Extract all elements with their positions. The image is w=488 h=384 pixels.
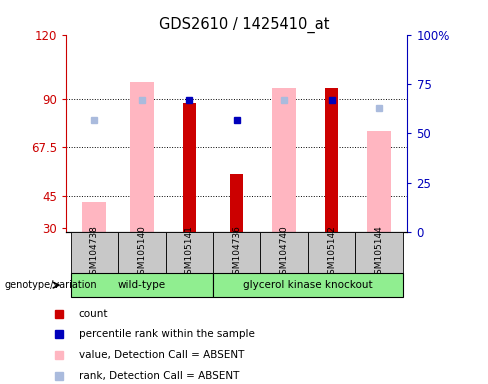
Bar <box>183 103 196 232</box>
Bar <box>82 202 106 232</box>
Bar <box>130 82 154 232</box>
Bar <box>71 232 118 273</box>
Bar <box>325 88 338 232</box>
Bar <box>308 232 355 273</box>
Bar <box>118 232 165 273</box>
Text: GSM105140: GSM105140 <box>137 225 146 280</box>
Bar <box>165 232 213 273</box>
Text: GSM104740: GSM104740 <box>280 225 288 280</box>
Text: GDS2610 / 1425410_at: GDS2610 / 1425410_at <box>159 17 329 33</box>
Text: value, Detection Call = ABSENT: value, Detection Call = ABSENT <box>79 350 244 360</box>
Text: glycerol kinase knockout: glycerol kinase knockout <box>243 280 373 290</box>
Bar <box>367 131 391 232</box>
Text: percentile rank within the sample: percentile rank within the sample <box>79 329 255 339</box>
Text: wild-type: wild-type <box>118 280 166 290</box>
Text: rank, Detection Call = ABSENT: rank, Detection Call = ABSENT <box>79 371 239 381</box>
Text: GSM104738: GSM104738 <box>90 225 99 280</box>
Bar <box>230 174 243 232</box>
Text: GSM105144: GSM105144 <box>374 225 384 280</box>
Bar <box>71 273 213 297</box>
Text: GSM104736: GSM104736 <box>232 225 241 280</box>
Bar <box>213 273 403 297</box>
Bar <box>272 88 296 232</box>
Bar <box>213 232 261 273</box>
Bar <box>261 232 308 273</box>
Text: count: count <box>79 309 108 319</box>
Text: GSM105142: GSM105142 <box>327 225 336 280</box>
Bar <box>355 232 403 273</box>
Text: GSM105141: GSM105141 <box>185 225 194 280</box>
Text: genotype/variation: genotype/variation <box>5 280 98 290</box>
